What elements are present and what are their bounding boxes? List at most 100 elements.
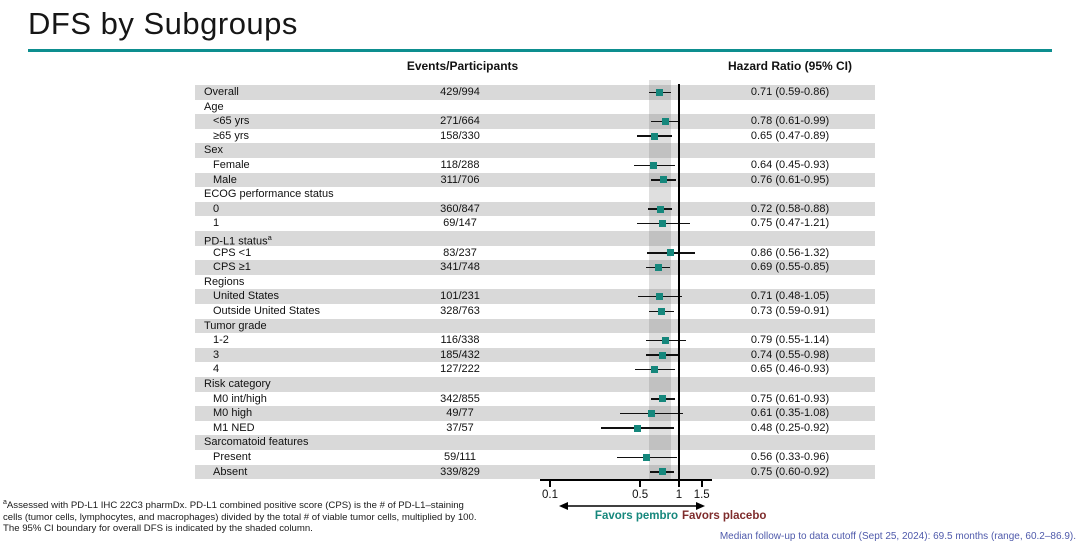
subgroup-data-row: 4 127/222 0.65 (0.46-0.93) [195, 362, 875, 377]
hr-point-marker [657, 205, 665, 213]
row-label: Regions [204, 275, 245, 288]
events-participants-value: 429/994 [440, 86, 480, 98]
hazard-ratio-value: 0.74 (0.55-0.98) [750, 348, 830, 361]
hr-point-marker [658, 351, 666, 359]
row-label: M0 int/high [213, 392, 267, 405]
hr-point-marker [660, 176, 668, 184]
subgroup-data-row: <65 yrs 271/664 0.78 (0.61-0.99) [195, 114, 875, 129]
row-label: M0 high [213, 407, 253, 420]
row-label: CPS <1 [213, 246, 252, 259]
events-participants-value: 127/222 [440, 363, 480, 376]
events-participants-value: 69/147 [443, 217, 477, 230]
favors-placebo-label: Favors placebo [682, 510, 767, 522]
row-label: 1-2 [213, 334, 229, 347]
hazard-ratio-value: 0.75 (0.47-1.21) [750, 217, 830, 230]
subgroup-data-row: ≥65 yrs 158/330 0.65 (0.47-0.89) [195, 129, 875, 144]
subgroup-data-row: Overall 429/994 0.71 (0.59-0.86) [195, 85, 875, 100]
footnote-superscript: a [3, 499, 7, 506]
subgroup-header-row: Sarcomatoid features [195, 435, 875, 450]
subgroup-data-row: CPS <1 83/237 0.86 (0.56-1.32) [195, 246, 875, 261]
hr-point-marker [654, 264, 662, 271]
hazard-ratio-value: 0.64 (0.45-0.93) [750, 159, 830, 171]
subgroup-data-row: M1 NED 37/57 0.48 (0.25-0.92) [195, 421, 875, 436]
hazard-ratio-value: 0.71 (0.59-0.86) [750, 86, 830, 98]
hr-point-marker [667, 249, 675, 257]
row-label: Sarcomatoid features [204, 436, 309, 449]
hr-point-marker [651, 366, 659, 374]
events-participants-value: 341/748 [440, 261, 480, 274]
x-axis-tick-label: 0.5 [632, 489, 649, 501]
events-participants-value: 116/338 [440, 334, 480, 347]
page-title: DFS by Subgroups [28, 6, 298, 41]
median-followup-note: Median follow-up to data cutoff (Sept 25… [719, 531, 1076, 542]
footnote-line3: The 95% CI boundary for overall DFS is i… [3, 523, 313, 535]
row-label: Overall [204, 86, 239, 98]
events-participants-value: 101/231 [440, 290, 480, 303]
hazard-ratio-value: 0.76 (0.61-0.95) [750, 173, 830, 186]
overall-ci-shaded-column [649, 80, 671, 480]
events-participants-value: 271/664 [440, 115, 480, 128]
hazard-ratio-value: 0.72 (0.58-0.88) [750, 202, 830, 215]
hazard-ratio-value: 0.61 (0.35-1.08) [750, 407, 830, 420]
row-label: CPS ≥1 [213, 261, 251, 274]
subgroup-header-row: PD-L1 statusa [195, 231, 875, 248]
row-label: Risk category [204, 378, 271, 390]
subgroup-header-row: ECOG performance status [195, 187, 875, 202]
events-participants-value: 311/706 [440, 173, 480, 186]
subgroup-data-row: Outside United States 328/763 0.73 (0.59-0… [195, 304, 875, 319]
hazard-ratio-value: 0.75 (0.60-0.92) [750, 465, 830, 478]
subgroup-header-row: Regions [195, 275, 875, 290]
row-label: Tumor grade [204, 319, 267, 332]
subgroup-data-row: United States 101/231 0.71 (0.48-1.05) [195, 289, 875, 304]
hr-point-marker [643, 453, 651, 461]
favors-direction-arrow [559, 502, 705, 510]
hr-point-marker [662, 337, 670, 344]
x-axis-tick [639, 478, 641, 487]
footnote-pdl1: aAssessed with PD-L1 IHC 22C3 pharmDx. P… [3, 497, 477, 535]
row-label: ≥65 yrs [213, 129, 249, 142]
hr-point-marker [659, 395, 667, 403]
events-participants-value: 185/432 [440, 348, 480, 361]
events-participants-value: 339/829 [440, 465, 480, 478]
hazard-ratio-value: 0.73 (0.59-0.91) [750, 305, 830, 317]
hazard-ratio-value: 0.78 (0.61-0.99) [750, 115, 830, 128]
hr-point-marker [647, 410, 655, 417]
events-participants-value: 83/237 [443, 246, 477, 259]
subgroup-header-row: Age [195, 100, 875, 115]
x-axis-tick-label: 0.1 [542, 489, 558, 501]
events-participants-value: 59/111 [443, 451, 476, 463]
row-label: <65 yrs [213, 115, 250, 128]
hazard-ratio-value: 0.69 (0.55-0.85) [750, 261, 830, 274]
events-participants-value: 360/847 [440, 202, 480, 215]
hr-point-marker [657, 307, 665, 315]
subgroup-data-row: M0 int/high 342/855 0.75 (0.61-0.93) [195, 392, 875, 407]
footnote-line2: cells (tumor cells, lymphocytes, and mac… [3, 511, 477, 523]
subgroup-data-row: M0 high 49/77 0.61 (0.35-1.08) [195, 406, 875, 421]
subgroup-header-row: Sex [195, 143, 875, 158]
row-label: Outside United States [213, 305, 321, 317]
hr-point-marker [656, 293, 664, 301]
row-label: Male [213, 173, 237, 186]
subgroup-data-row: Absent 339/829 0.75 (0.60-0.92) [195, 464, 875, 480]
footnote-line1: Assessed with PD-L1 IHC 22C3 pharmDx. PD… [6, 500, 464, 512]
events-participants-value: 49/77 [446, 407, 474, 420]
reference-line-hr1 [678, 84, 680, 487]
title-divider [28, 49, 1052, 52]
hazard-ratio-value: 0.71 (0.48-1.05) [750, 290, 830, 303]
hazard-ratio-header: Hazard Ratio (95% CI) [727, 59, 853, 73]
row-label: Age [204, 100, 224, 113]
row-label: 3 [213, 348, 220, 361]
row-label: M1 NED [213, 421, 255, 434]
hr-point-marker [634, 424, 642, 432]
row-label: 4 [213, 363, 220, 376]
subgroup-data-row: Female 118/288 0.64 (0.45-0.93) [195, 158, 875, 173]
events-participants-value: 37/57 [446, 421, 474, 434]
x-axis-tick [678, 478, 680, 487]
subgroup-data-row: 0 360/847 0.72 (0.58-0.88) [195, 201, 875, 217]
events-participants-value: 158/330 [440, 129, 480, 142]
subgroup-data-row: CPS ≥1 341/748 0.69 (0.55-0.85) [195, 260, 875, 275]
hr-point-marker [650, 161, 658, 169]
subgroup-header-row: Risk category [195, 377, 875, 392]
hr-point-marker [659, 468, 667, 476]
